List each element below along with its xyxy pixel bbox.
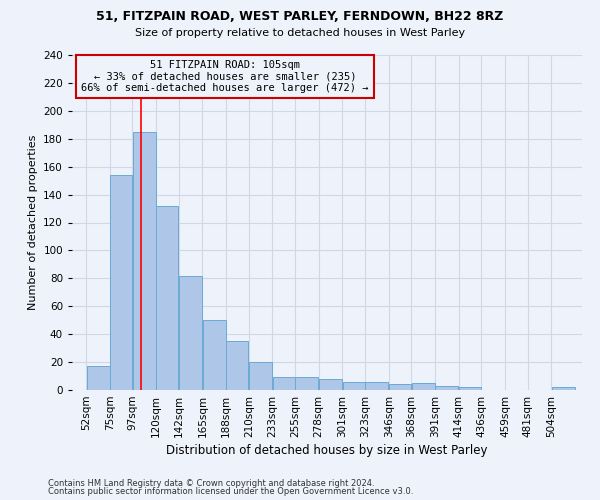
Bar xyxy=(436,386,458,390)
Bar xyxy=(389,384,411,390)
Bar xyxy=(551,387,575,390)
Bar xyxy=(459,387,481,390)
Bar xyxy=(319,379,342,390)
Text: 51, FITZPAIN ROAD, WEST PARLEY, FERNDOWN, BH22 8RZ: 51, FITZPAIN ROAD, WEST PARLEY, FERNDOWN… xyxy=(97,10,503,23)
Bar xyxy=(226,341,248,390)
Bar xyxy=(86,366,110,390)
Bar xyxy=(157,206,178,390)
Bar xyxy=(249,362,272,390)
Bar xyxy=(110,175,132,390)
Bar xyxy=(273,378,295,390)
Bar xyxy=(295,378,319,390)
X-axis label: Distribution of detached houses by size in West Parley: Distribution of detached houses by size … xyxy=(166,444,488,457)
Text: Size of property relative to detached houses in West Parley: Size of property relative to detached ho… xyxy=(135,28,465,38)
Bar xyxy=(412,383,434,390)
Bar xyxy=(365,382,388,390)
Text: Contains HM Land Registry data © Crown copyright and database right 2024.: Contains HM Land Registry data © Crown c… xyxy=(48,478,374,488)
Text: Contains public sector information licensed under the Open Government Licence v3: Contains public sector information licen… xyxy=(48,487,413,496)
Bar xyxy=(203,320,226,390)
Bar xyxy=(179,276,202,390)
Y-axis label: Number of detached properties: Number of detached properties xyxy=(28,135,38,310)
Bar xyxy=(133,132,156,390)
Bar xyxy=(343,382,365,390)
Text: 51 FITZPAIN ROAD: 105sqm
← 33% of detached houses are smaller (235)
66% of semi-: 51 FITZPAIN ROAD: 105sqm ← 33% of detach… xyxy=(81,60,369,93)
